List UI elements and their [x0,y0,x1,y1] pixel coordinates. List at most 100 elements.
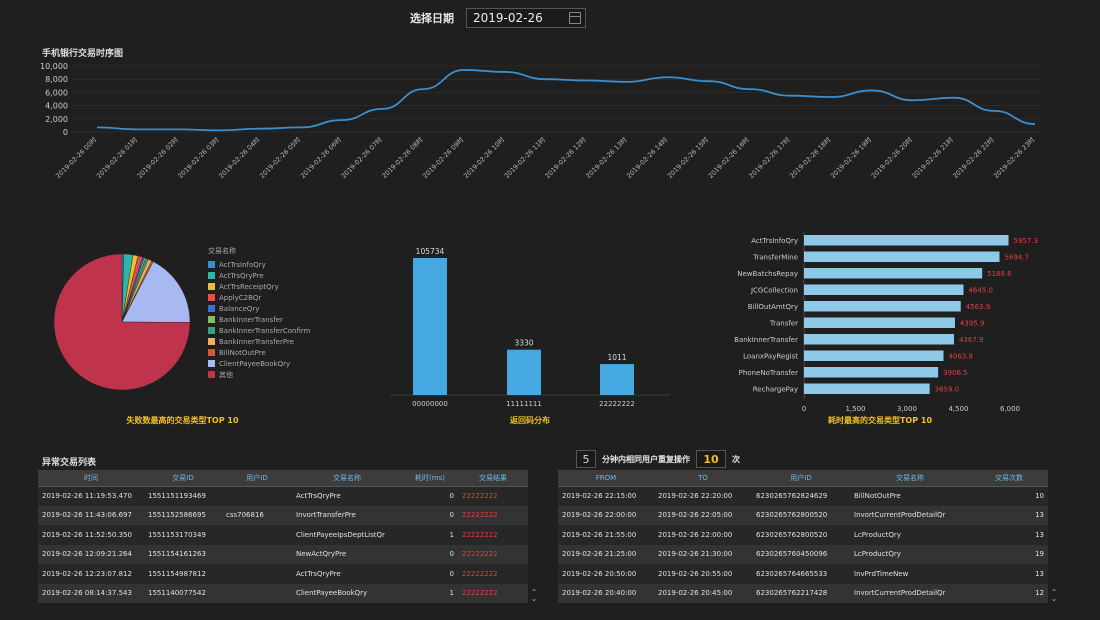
table-cell: 2019-02-26 22:05:00 [654,505,752,525]
legend-swatch [208,327,215,334]
table-cell: LcProductQry [850,525,970,545]
calendar-icon[interactable] [569,12,581,24]
table-header-cell[interactable]: 时间 [38,470,144,487]
response-x-tick: 00000000 [412,400,448,408]
table-cell: 2019-02-26 08:14:37.543 [38,583,144,603]
table-cell: 2019-02-26 20:55:00 [654,564,752,584]
timeline-x-tick: 2019-02-26 15时 [665,135,710,180]
duration-y-tick: RechargePay [753,386,798,394]
duration-y-tick: PhoneNoTransfer [739,369,798,377]
timeline-x-tick: 2019-02-26 00时 [53,135,98,180]
table-cell: 6230265762824629 [752,486,850,506]
duration-bar[interactable] [804,334,954,345]
table-header-cell[interactable]: 交易名称 [292,470,402,487]
table-cell: ClientPayeeIpsDeptListQr [292,525,402,545]
pie-legend-item[interactable]: ActTrsInfoQry [208,259,310,270]
table-cell: ActTrsQryPre [292,564,402,584]
table-row[interactable]: 2019-02-26 11:43:06.697 1551152586695 css7… [38,505,528,525]
table-row[interactable]: 2019-02-26 11:19:53.470 1551151193469 ActT… [38,486,528,506]
date-input[interactable]: 2019-02-26 [466,8,586,28]
table-cell: 2019-02-26 11:43:06.697 [38,505,144,525]
response-x-tick: 22222222 [599,400,635,408]
duration-bar[interactable] [804,350,944,362]
pie-legend-item[interactable]: BalanceQry [208,303,310,314]
pie-legend-item[interactable]: BankInnerTransferConfirm [208,325,310,336]
duration-bar[interactable] [804,268,983,279]
duration-bar-label: 4367.9 [959,336,984,344]
table-cell: 6230265762800520 [752,505,850,525]
legend-label: ActTrsInfoQry [219,260,266,269]
pie-legend-item[interactable]: BillNotOutPre [208,347,310,358]
timeline-x-tick: 2019-02-26 18时 [788,135,833,180]
response-bar[interactable] [413,258,447,395]
response-bar[interactable] [507,349,541,395]
table-cell: 2019-02-26 21:55:00 [558,525,654,545]
table-cell: InvPrdTimeNew [850,564,970,584]
table-cell: 1551154161263 [144,544,222,564]
duration-y-tick: ActTrsInfoQry [751,237,798,245]
pie-legend-item[interactable]: BankInnerTransfer [208,314,310,325]
table-header-cell[interactable]: 交易结果 [458,470,528,487]
table-row[interactable]: 2019-02-26 12:09:21.264 1551154161263 NewA… [38,544,528,564]
duration-bar[interactable] [804,235,1009,246]
pie-legend-item[interactable]: ActTrsQryPre [208,270,310,281]
table-cell: 6230265760450096 [752,544,850,564]
table-row[interactable]: 2019-02-26 22:15:00 2019-02-26 22:20:00 62… [558,486,1048,506]
table-cell: 2019-02-26 12:09:21.264 [38,544,144,564]
duration-bar[interactable] [804,251,1000,263]
table-row[interactable]: 2019-02-26 08:14:37.543 1551140077542 Clie… [38,583,528,603]
duration-caption: 耗时最高的交易类型TOP 10 [827,416,933,425]
table-header-cell[interactable]: 用户ID [752,470,850,487]
table-cell: 10 [970,486,1048,506]
timeline-x-tick: 2019-02-26 01时 [94,135,139,180]
duration-bar[interactable] [804,383,930,395]
table-row[interactable]: 2019-02-26 21:25:00 2019-02-26 21:30:00 62… [558,544,1048,564]
duration-bar[interactable] [804,367,939,378]
table-cell: 1551154987812 [144,564,222,584]
response-bar[interactable] [600,364,634,395]
table-header-cell[interactable]: FROM [558,470,654,487]
table-row[interactable]: 2019-02-26 20:50:00 2019-02-26 20:55:00 62… [558,564,1048,584]
table-cell: 1551152586695 [144,505,222,525]
times-input[interactable]: 10 [696,450,726,468]
pie-slice[interactable] [121,261,191,323]
duration-bar[interactable] [804,301,961,312]
table-header-cell[interactable]: TO [654,470,752,487]
table-cell: 2019-02-26 11:52:50.350 [38,525,144,545]
table-header-cell[interactable]: 耗时(ms) [402,470,458,487]
table-header-cell[interactable]: 交易ID [144,470,222,487]
table-row[interactable]: 2019-02-26 21:55:00 2019-02-26 22:00:00 62… [558,525,1048,545]
timeline-y-tick: 0 [63,128,68,137]
table-cell: 0 [402,544,458,564]
legend-swatch [208,371,215,378]
table-row[interactable]: 2019-02-26 12:23:07.812 1551154987812 ActT… [38,564,528,584]
minutes-input[interactable]: 5 [576,450,596,468]
table-row[interactable]: 2019-02-26 20:40:00 2019-02-26 20:45:00 62… [558,583,1048,603]
table-cell [222,486,292,506]
timeline-x-tick: 2019-02-26 23时 [991,135,1036,180]
response-code-caption: 返回码分布 [510,416,550,425]
pie-legend-item[interactable]: 其他 [208,369,310,380]
anomaly-scroll-icon[interactable]: ⌃ ⌄ [530,588,538,603]
pie-legend-item[interactable]: ApplyC2BQr [208,292,310,303]
pie-legend-item[interactable]: BankInnerTransferPre [208,336,310,347]
table-header-cell[interactable]: 用户ID [222,470,292,487]
table-row[interactable]: 2019-02-26 11:52:50.350 1551153170349 Clie… [38,525,528,545]
pie-legend-item[interactable]: ClientPayeeBookQry [208,358,310,369]
duration-y-tick: TransferMine [752,254,798,262]
legend-swatch [208,349,215,356]
timeline-x-tick: 2019-02-26 17时 [747,135,792,180]
table-row[interactable]: 2019-02-26 22:00:00 2019-02-26 22:05:00 62… [558,505,1048,525]
table-header-cell[interactable]: 交易名称 [850,470,970,487]
pie-slice[interactable] [53,253,191,391]
legend-label: ClientPayeeBookQry [219,359,291,368]
minutes-value: 5 [582,452,590,466]
table-header-cell[interactable]: 交易次数 [970,470,1048,487]
legend-label: BalanceQry [219,304,260,313]
timeline-x-tick: 2019-02-26 06时 [298,135,343,180]
duration-bar[interactable] [804,284,964,296]
duration-bar[interactable] [804,317,955,329]
repeat-scroll-icon[interactable]: ⌃ ⌄ [1050,588,1058,603]
table-cell [222,564,292,584]
pie-legend-item[interactable]: ActTrsReceiptQry [208,281,310,292]
